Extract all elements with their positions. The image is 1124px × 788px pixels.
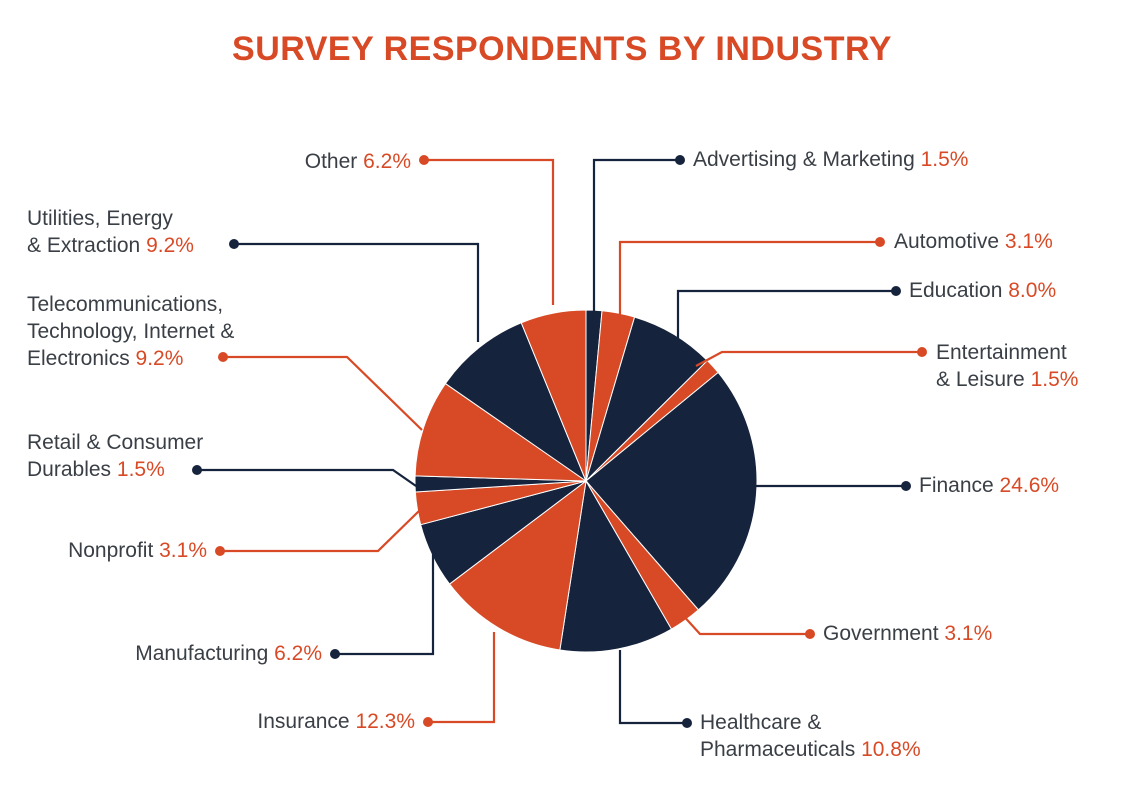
leader-line-entertainment-leisure bbox=[695, 350, 922, 367]
leader-dot-advertising-marketing bbox=[675, 155, 685, 165]
leader-dot-manufacturing bbox=[330, 649, 340, 659]
leader-line-healthcare-pharmaceuticals bbox=[618, 650, 687, 725]
slice-label-line: Advertising & Marketing bbox=[693, 148, 921, 171]
leader-line-insurance bbox=[428, 632, 496, 724]
pie-slice-insurance bbox=[448, 479, 587, 651]
slice-label-line: Entertainment bbox=[936, 341, 1067, 364]
chart-title: SURVEY RESPONDENTS BY INDUSTRY bbox=[232, 30, 892, 68]
slice-label-line: Technology, Internet & bbox=[27, 320, 234, 343]
slice-value: 24.6% bbox=[1000, 474, 1060, 497]
slice-label-government: Government 3.1% bbox=[823, 622, 992, 645]
leader-dot-automotive bbox=[875, 237, 885, 247]
pie-slice-other bbox=[520, 309, 587, 482]
slice-label-utilities-energy-extraction: Utilities, Energy & Extraction 9.2% bbox=[27, 207, 194, 257]
slice-label-line: Education bbox=[909, 279, 1008, 302]
slice-value: 9.2% bbox=[146, 234, 194, 257]
leader-dot-nonprofit bbox=[215, 546, 225, 556]
slice-label-nonprofit: Nonprofit 3.1% bbox=[68, 539, 207, 562]
leader-line-advertising-marketing bbox=[592, 158, 680, 330]
slice-value: 1.5% bbox=[117, 458, 165, 481]
slice-label-automotive: Automotive 3.1% bbox=[894, 230, 1053, 253]
slice-label-line: Pharmaceuticals bbox=[700, 738, 861, 761]
leader-dot-healthcare-pharmaceuticals bbox=[682, 718, 692, 728]
pie-slice-healthcare-pharmaceuticals bbox=[559, 479, 673, 653]
slice-value: 9.2% bbox=[136, 347, 184, 370]
slice-value: 3.1% bbox=[944, 622, 992, 645]
leader-line-manufacturing bbox=[335, 552, 435, 656]
leader-dot-government bbox=[805, 629, 815, 639]
slice-label-insurance: Insurance 12.3% bbox=[257, 710, 415, 733]
slice-label-line: Electronics bbox=[27, 347, 136, 370]
pie-slice-utilities-energy-extraction bbox=[444, 322, 588, 483]
leader-line-nonprofit bbox=[220, 509, 421, 553]
leader-dot-entertainment-leisure bbox=[917, 347, 927, 357]
leader-line-government bbox=[679, 611, 810, 636]
slice-value: 1.5% bbox=[1031, 368, 1079, 391]
leader-dot-utilities-energy-extraction bbox=[229, 239, 239, 249]
slice-label-finance: Finance 24.6% bbox=[919, 474, 1059, 497]
slice-label-line: Automotive bbox=[894, 230, 1005, 253]
slice-label-line: Finance bbox=[919, 474, 1000, 497]
slice-label-line: & Extraction bbox=[27, 234, 146, 257]
leader-dot-finance bbox=[901, 481, 911, 491]
slice-label-other: Other 6.2% bbox=[305, 150, 411, 173]
leader-dot-education bbox=[891, 286, 901, 296]
leader-line-retail-consumer-durables bbox=[197, 468, 417, 487]
leader-line-other bbox=[424, 158, 555, 305]
pie-slice-finance bbox=[585, 371, 758, 611]
slice-label-education: Education 8.0% bbox=[909, 279, 1056, 302]
slice-label-entertainment-leisure: Entertainment & Leisure 1.5% bbox=[936, 341, 1078, 391]
slice-label-retail-consumer-durables: Retail & Consumer Durables 1.5% bbox=[27, 431, 203, 481]
slice-label-healthcare-pharmaceuticals: Healthcare & Pharmaceuticals 10.8% bbox=[700, 711, 921, 761]
slice-value: 8.0% bbox=[1008, 279, 1056, 302]
slice-value: 6.2% bbox=[363, 150, 411, 173]
slice-value: 6.2% bbox=[274, 642, 322, 665]
slice-label-line: & Leisure bbox=[936, 368, 1031, 391]
slice-label-line: Manufacturing bbox=[135, 642, 274, 665]
leader-dot-insurance bbox=[423, 717, 433, 727]
slice-label-telecommunications-technology-internet-electronics: Telecommunications, Technology, Internet … bbox=[27, 293, 234, 370]
slice-label-manufacturing: Manufacturing 6.2% bbox=[135, 642, 322, 665]
slice-value: 12.3% bbox=[355, 710, 415, 733]
slice-value: 1.5% bbox=[921, 148, 969, 171]
leader-line-utilities-energy-extraction bbox=[234, 242, 480, 342]
slice-label-line: Insurance bbox=[257, 710, 355, 733]
slice-label-line: Utilities, Energy bbox=[27, 207, 173, 230]
slice-value: 3.1% bbox=[159, 539, 207, 562]
leader-dot-telecommunications-technology-internet-electronics bbox=[218, 352, 228, 362]
leader-line-automotive bbox=[618, 240, 880, 338]
leader-line-education bbox=[676, 289, 896, 340]
leader-dot-retail-consumer-durables bbox=[192, 465, 202, 475]
slice-label-line: Government bbox=[823, 622, 944, 645]
slice-label-line: Nonprofit bbox=[68, 539, 159, 562]
slice-label-line: Healthcare & bbox=[700, 711, 821, 734]
leader-line-telecommunications-technology-internet-electronics bbox=[223, 355, 423, 431]
slice-label-line: Retail & Consumer bbox=[27, 431, 203, 454]
pie-slice-telecommunications-technology-internet-electronics bbox=[414, 382, 588, 482]
leader-dot-other bbox=[419, 155, 429, 165]
slice-value: 3.1% bbox=[1005, 230, 1053, 253]
slice-label-line: Other bbox=[305, 150, 363, 173]
slice-label-line: Telecommunications, bbox=[27, 293, 223, 316]
slice-value: 10.8% bbox=[861, 738, 921, 761]
slice-label-line: Durables bbox=[27, 458, 117, 481]
slice-label-advertising-marketing: Advertising & Marketing 1.5% bbox=[693, 148, 968, 171]
